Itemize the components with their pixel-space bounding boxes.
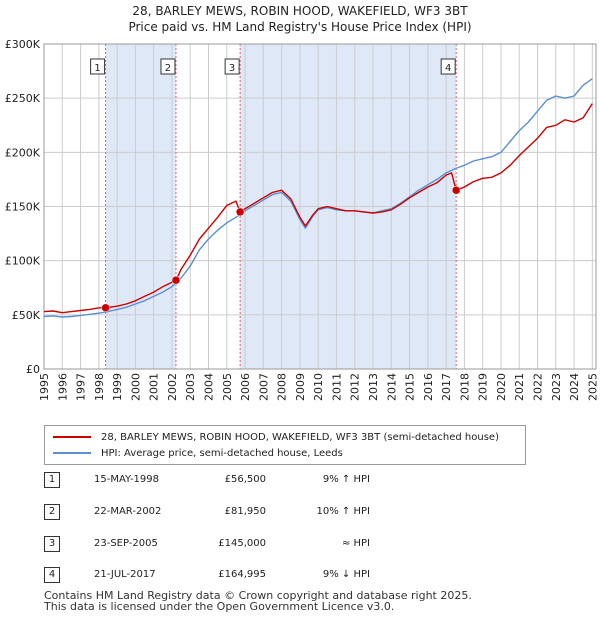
x-tick-label: 2019	[477, 373, 490, 401]
plot-border	[43, 43, 597, 370]
x-tick-label: 2003	[184, 373, 197, 401]
sale-label: 3	[229, 63, 235, 74]
x-tick-label: 2025	[586, 373, 599, 401]
sale-hpi-change: 10% ↑ HPI	[316, 506, 370, 517]
x-tick-label: 2000	[129, 373, 142, 401]
x-tick-label: 2006	[239, 373, 252, 401]
x-tick-label: 2015	[404, 373, 417, 401]
y-tick-label: £300K	[5, 38, 41, 51]
sale-number-badge: 3	[44, 536, 60, 552]
sale-label-box	[90, 58, 106, 75]
footer-copyright: Contains HM Land Registry data © Crown c…	[44, 589, 472, 602]
x-tick-label: 2008	[276, 373, 289, 401]
chart-legend: 28, BARLEY MEWS, ROBIN HOOD, WAKEFIELD, …	[44, 425, 526, 465]
sale-label: 4	[445, 63, 451, 74]
x-tick-label: 2001	[148, 373, 161, 401]
sale-price: £56,500	[224, 474, 266, 485]
x-tick-label: 2005	[221, 373, 234, 401]
sale-row: 3 23-SEP-2005 £145,000 ≈ HPI	[44, 536, 564, 556]
y-tick-label: £200K	[5, 146, 41, 159]
legend-item-hpi: HPI: Average price, semi-detached house,…	[53, 446, 343, 460]
y-tick-label: £0	[26, 363, 40, 376]
x-tick-label: 2007	[257, 373, 270, 401]
sale-label-box	[440, 58, 456, 75]
property-price-line	[43, 103, 593, 314]
sale-date: 15-MAY-1998	[94, 474, 160, 485]
x-tick-label: 1997	[75, 373, 88, 401]
y-tick-label: £50K	[12, 309, 41, 322]
sale-row: 1 15-MAY-1998 £56,500 9% ↑ HPI	[44, 472, 564, 492]
legend-swatch-hpi	[53, 452, 91, 454]
sale-label: 2	[165, 63, 171, 74]
legend-swatch-property	[53, 436, 91, 438]
x-tick-label: 2009	[294, 373, 307, 401]
sale-price: £81,950	[224, 506, 266, 517]
sale-hpi-change: ≈ HPI	[341, 538, 370, 549]
x-tick-label: 2004	[203, 373, 216, 401]
x-tick-label: 2016	[422, 373, 435, 401]
footer-attribution: Contains HM Land Registry data © Crown c…	[44, 590, 472, 612]
x-tick-label: 2023	[550, 373, 563, 401]
chart-title: 28, BARLEY MEWS, ROBIN HOOD, WAKEFIELD, …	[132, 4, 468, 18]
sale-price: £164,995	[218, 569, 266, 580]
chart-subtitle: Price paid vs. HM Land Registry's House …	[128, 20, 472, 34]
sale-point	[235, 207, 245, 217]
hpi-line	[43, 78, 593, 318]
sale-row: 2 22-MAR-2002 £81,950 10% ↑ HPI	[44, 504, 564, 524]
x-tick-label: 1995	[38, 373, 51, 401]
sale-date: 23-SEP-2005	[94, 538, 158, 549]
sale-point	[451, 186, 461, 195]
x-tick-label: 2021	[513, 373, 526, 401]
legend-label-hpi: HPI: Average price, semi-detached house,…	[101, 447, 343, 459]
x-tick-label: 2012	[349, 373, 362, 401]
x-tick-label: 1999	[111, 373, 124, 401]
y-tick-label: £150K	[5, 201, 41, 214]
sale-point	[101, 303, 110, 313]
x-tick-label: 2010	[312, 373, 325, 401]
sale-hpi-change: 9% ↓ HPI	[322, 569, 370, 580]
sale-point	[171, 275, 181, 285]
x-tick-label: 2014	[385, 373, 398, 401]
sale-hpi-change: 9% ↑ HPI	[322, 474, 370, 485]
price-chart: £0 £50K £100K £150K £200K £250K £300K 1995 1996 1…	[5, 38, 600, 401]
sale-number-badge: 2	[44, 504, 60, 520]
x-tick-label: 1998	[93, 373, 106, 401]
sale-date: 21-JUL-2017	[94, 569, 156, 580]
y-tick-label: £100K	[5, 255, 41, 268]
sale-label-box	[224, 58, 240, 75]
x-tick-label: 1996	[56, 373, 69, 401]
sale-number-badge: 4	[44, 567, 60, 583]
legend-item-property: 28, BARLEY MEWS, ROBIN HOOD, WAKEFIELD, …	[53, 430, 499, 444]
x-tick-label: 2022	[532, 373, 545, 401]
x-tick-label: 2017	[440, 373, 453, 401]
sale-label: 1	[94, 63, 100, 74]
x-tick-label: 2018	[458, 373, 471, 401]
sale-number-badge: 1	[44, 472, 60, 488]
x-tick-label: 2020	[495, 373, 508, 401]
sale-date: 22-MAR-2002	[94, 506, 162, 517]
x-tick-label: 2024	[568, 373, 581, 401]
x-tick-label: 2011	[330, 373, 343, 401]
y-tick-label: £250K	[5, 92, 41, 105]
sale-row: 4 21-JUL-2017 £164,995 9% ↓ HPI	[44, 567, 564, 587]
sale-label-box	[160, 58, 176, 75]
x-tick-label: 2002	[166, 373, 179, 401]
sale-price: £145,000	[218, 538, 266, 549]
x-tick-label: 2013	[367, 373, 380, 401]
footer-license: This data is licensed under the Open Gov…	[44, 600, 395, 613]
legend-label-property: 28, BARLEY MEWS, ROBIN HOOD, WAKEFIELD, …	[101, 431, 499, 443]
